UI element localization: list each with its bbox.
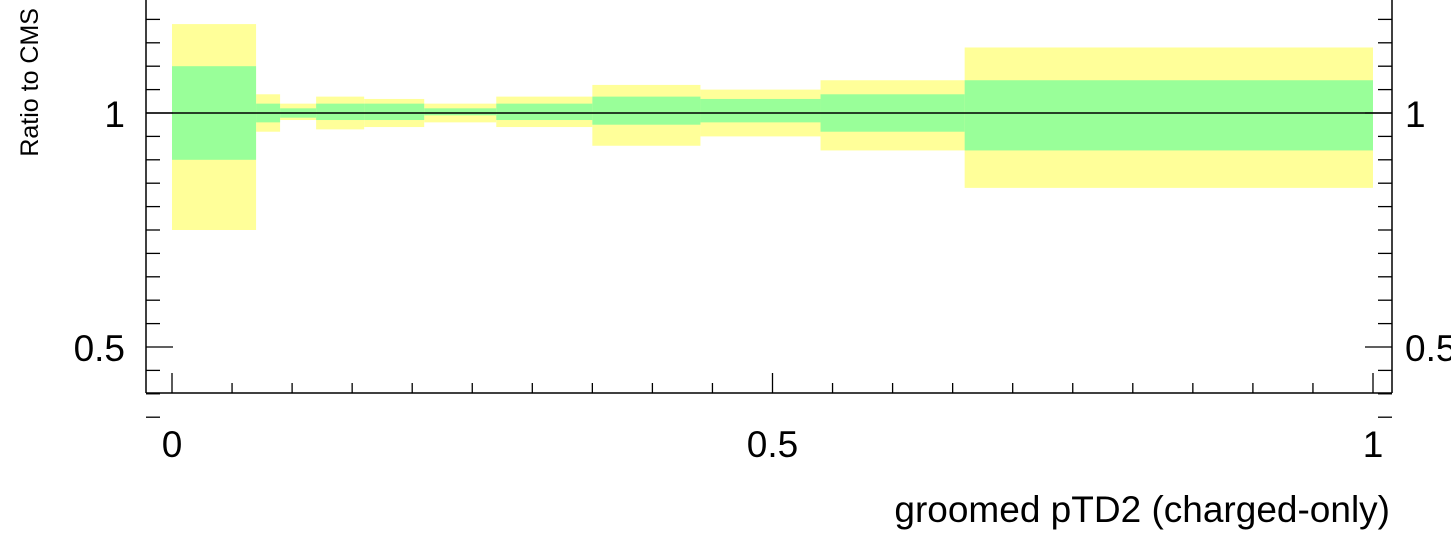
- inner-band-bin-10: [964, 80, 1373, 151]
- band-group: [146, 24, 1392, 230]
- tick-group: [146, 18, 1392, 418]
- x-tick-label-1: 0.5: [747, 424, 798, 465]
- inner-band-bin-8: [700, 98, 821, 123]
- inner-band-bin-3: [316, 103, 365, 121]
- inner-band-bin-5: [424, 108, 497, 116]
- y-axis-label: Ratio to CMS: [16, 8, 44, 157]
- y-tick-label-right-0: 1: [1405, 94, 1426, 135]
- inner-band-bin-7: [592, 96, 701, 125]
- y-tick-label-left-1: 0.5: [74, 328, 125, 369]
- label-group: 0 0.5 1 1 0.5 1 0.5: [74, 94, 1451, 465]
- y-tick-label-right-1: 0.5: [1405, 328, 1451, 369]
- axis-frame: [145, 0, 1393, 394]
- inner-band-bin-6: [496, 103, 593, 121]
- inner-band-bin-4: [364, 103, 425, 121]
- x-axis-label: groomed pTD2 (charged-only): [894, 489, 1390, 530]
- y-tick-label-left-0: 1: [104, 94, 125, 135]
- x-tick-label-0: 0: [162, 424, 183, 465]
- x-tick-label-2: 1: [1363, 424, 1384, 465]
